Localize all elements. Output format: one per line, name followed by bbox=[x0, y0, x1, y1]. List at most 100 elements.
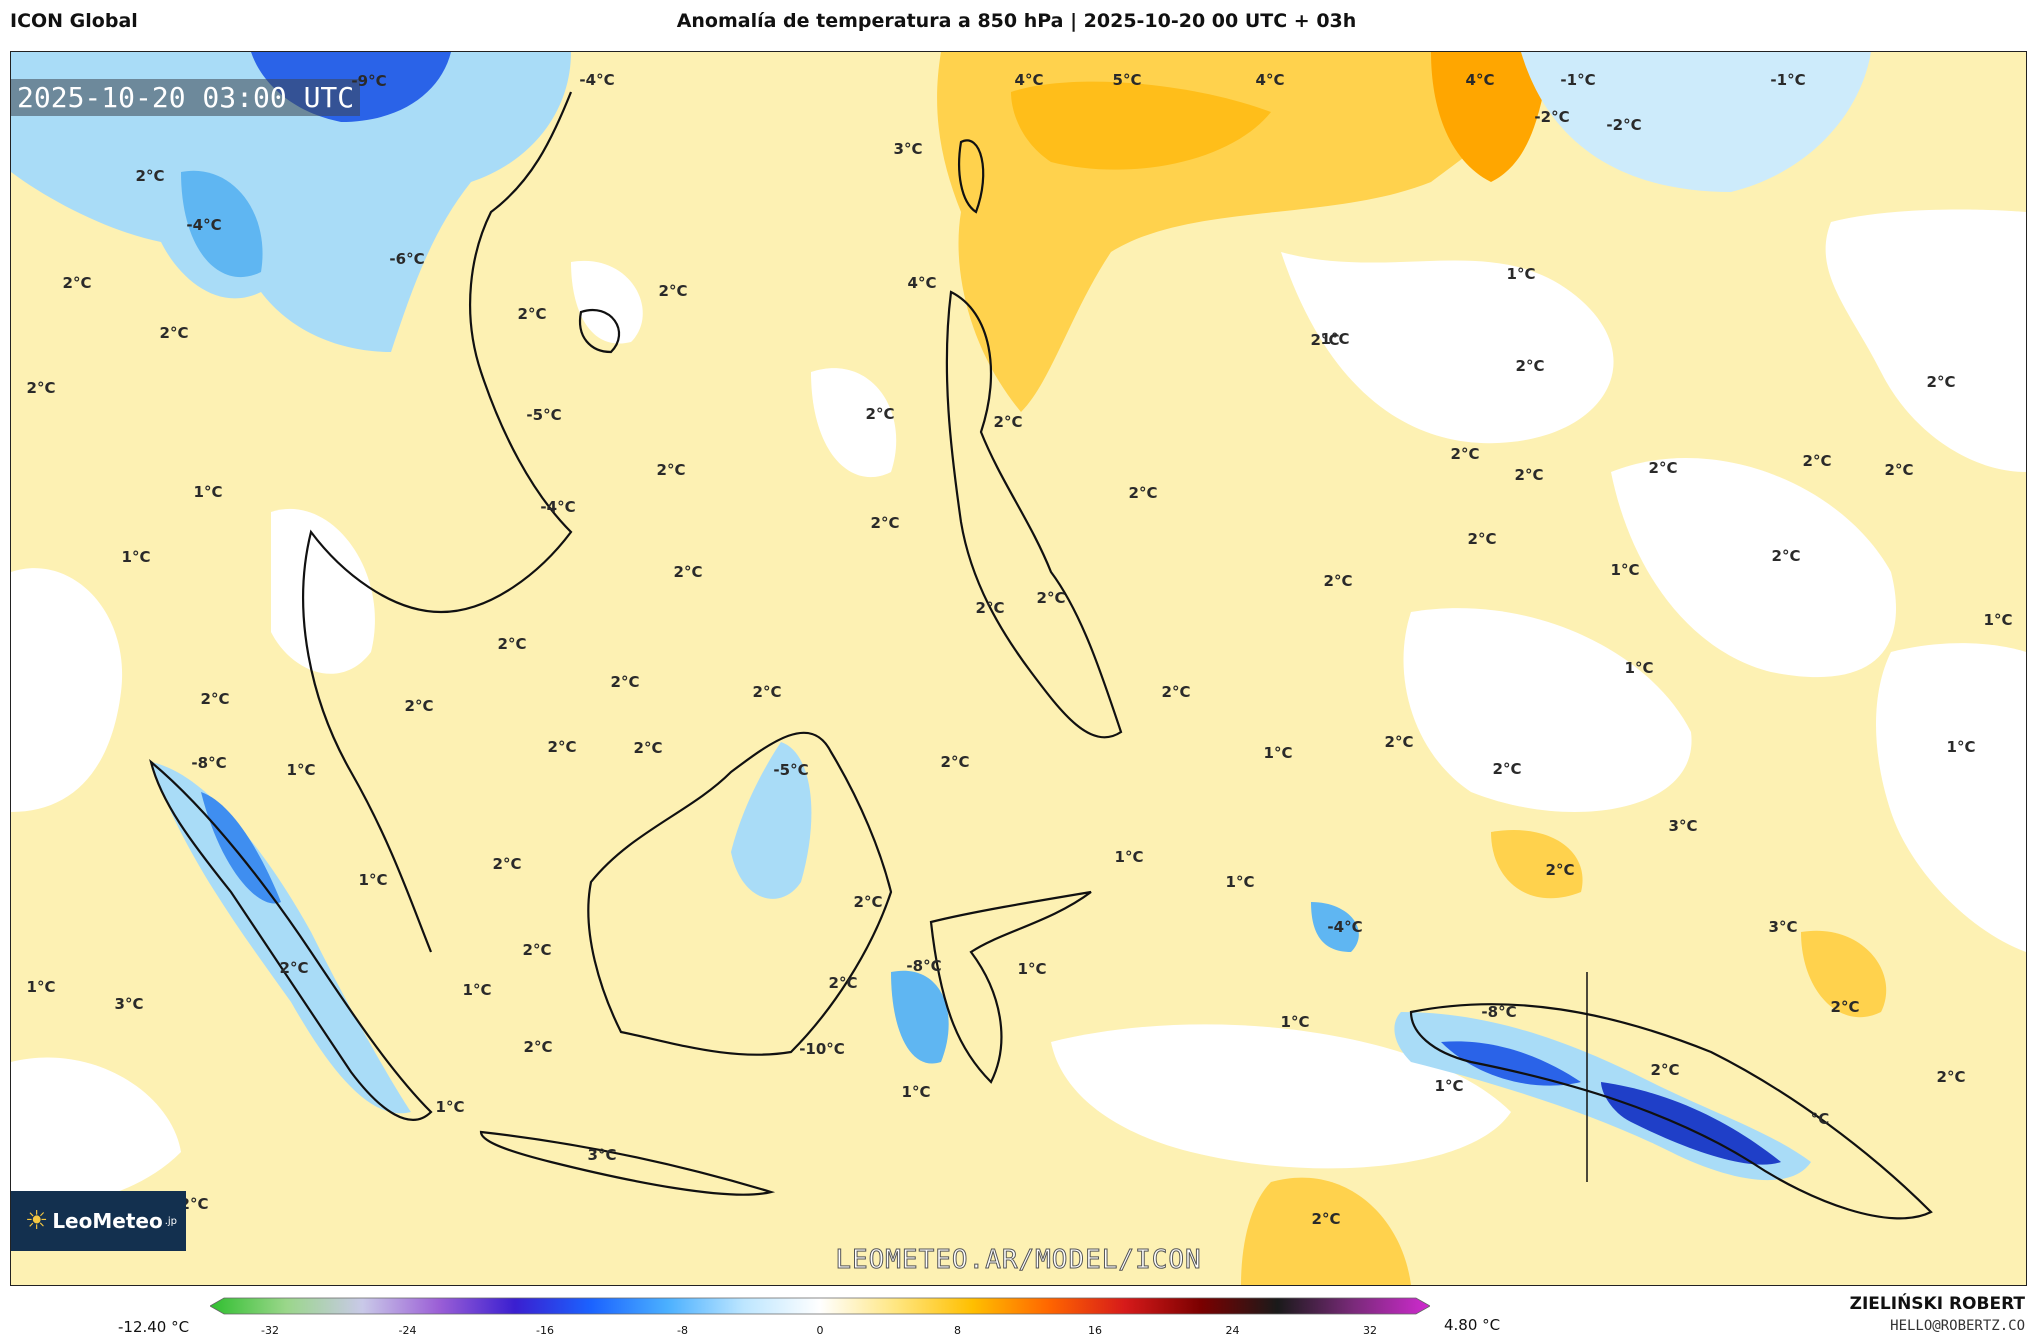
model-name: ICON Global bbox=[10, 10, 138, 32]
contour-label: 1°C bbox=[462, 981, 492, 999]
warm-zone bbox=[1241, 1177, 1411, 1285]
contour-label: 1°C bbox=[1610, 561, 1640, 579]
contour-label: 2°C bbox=[62, 274, 92, 292]
contour-label: 2°C bbox=[159, 324, 189, 342]
contour-label: -4°C bbox=[186, 216, 222, 234]
contour-label: 1°C bbox=[1114, 848, 1144, 866]
colorbar-tick-label: -32 bbox=[261, 1324, 279, 1337]
coastline-sulawesi bbox=[929, 890, 1092, 1084]
contour-label: -1°C bbox=[1770, 71, 1806, 89]
contour-label: 2°C bbox=[1036, 589, 1066, 607]
contour-label: -8°C bbox=[191, 754, 227, 772]
contour-label: 2°C bbox=[1545, 861, 1575, 879]
contour-label: -6°C bbox=[389, 250, 425, 268]
cold-zone bbox=[1521, 52, 1871, 192]
contour-label: 1°C bbox=[26, 978, 56, 996]
contour-label: 1°C bbox=[1263, 744, 1293, 762]
colorbar-tick-label: -8 bbox=[677, 1324, 688, 1337]
contour-label: 2°C bbox=[865, 405, 895, 423]
contour-label: 2°C bbox=[870, 514, 900, 532]
warm-zone bbox=[1011, 81, 1271, 170]
contour-label: 2°C bbox=[656, 461, 686, 479]
sun-icon: ☀ bbox=[25, 1206, 49, 1236]
contour-label: 2°C bbox=[1467, 530, 1497, 548]
leometeo-logo: ☀ LeoMeteo .jp bbox=[11, 1191, 186, 1251]
neutral-zone bbox=[11, 1057, 181, 1206]
map-field bbox=[11, 52, 2026, 1285]
chart-title: Anomalía de temperatura a 850 hPa | 2025… bbox=[676, 10, 1357, 32]
colorbar-min-label: -12.40 °C bbox=[118, 1318, 190, 1336]
contour-label: 3°C bbox=[114, 995, 144, 1013]
author-email: HELLO@ROBERTZ.CO bbox=[1890, 1318, 2025, 1334]
logo-brand: LeoMeteo bbox=[52, 1209, 163, 1233]
colorbar-max-label: 4.80 °C bbox=[1444, 1316, 1501, 1334]
contour-label: 2°C bbox=[1384, 733, 1414, 751]
contour-label: 1°C bbox=[435, 1098, 465, 1116]
contour-label: 2°C bbox=[1648, 459, 1678, 477]
contour-label: 2°C bbox=[1161, 683, 1191, 701]
contour-label: °C bbox=[1810, 1110, 1830, 1128]
neutral-zone bbox=[1876, 643, 2026, 952]
contour-label: -9°C bbox=[351, 72, 387, 90]
contour-label: 2°C bbox=[1310, 331, 1340, 349]
contour-label: 1°C bbox=[1624, 659, 1654, 677]
contour-label: -4°C bbox=[1327, 918, 1363, 936]
colorbar-tick-label: 24 bbox=[1225, 1324, 1240, 1337]
cold-zone bbox=[1601, 1082, 1781, 1165]
cold-zone bbox=[181, 170, 263, 278]
contour-label: 2°C bbox=[492, 855, 522, 873]
contour-label: 1°C bbox=[1225, 873, 1255, 891]
neutral-zone bbox=[1051, 1024, 1511, 1169]
contour-label: -4°C bbox=[579, 71, 615, 89]
coastline-borneo bbox=[587, 731, 893, 1056]
contour-label: 4°C bbox=[1255, 71, 1285, 89]
contour-label: -5°C bbox=[773, 761, 809, 779]
contour-label: 2°C bbox=[1936, 1068, 1966, 1086]
contour-label: 2°C bbox=[1450, 445, 1480, 463]
contour-label: -8°C bbox=[906, 957, 942, 975]
contour-label: 2°C bbox=[1926, 373, 1956, 391]
contour-label: 1°C bbox=[901, 1083, 931, 1101]
contour-label: 1°C bbox=[358, 871, 388, 889]
logo-suffix: .jp bbox=[164, 1215, 178, 1227]
contour-label: 3°C bbox=[587, 1146, 617, 1164]
contour-label: -8°C bbox=[1481, 1003, 1517, 1021]
contour-label: 2°C bbox=[26, 379, 56, 397]
coastline-philippines bbox=[945, 290, 1123, 739]
coastline-java bbox=[479, 1130, 776, 1196]
contour-label: 2°C bbox=[1802, 452, 1832, 470]
watermark-url: LEOMETEO.AR/MODEL/ICON bbox=[835, 1245, 1202, 1276]
contour-label: 2°C bbox=[523, 1038, 553, 1056]
contour-label: 2°C bbox=[975, 599, 1005, 617]
contour-label: -10°C bbox=[799, 1040, 845, 1058]
contour-label: 2°C bbox=[200, 690, 230, 708]
contour-label: 2°C bbox=[1514, 466, 1544, 484]
contour-label: 2°C bbox=[633, 739, 663, 757]
contour-label: 2°C bbox=[1492, 760, 1522, 778]
contour-label: 2°C bbox=[517, 305, 547, 323]
contour-label: 2°C bbox=[1128, 484, 1158, 502]
contour-label: 2°C bbox=[179, 1195, 209, 1213]
contour-label: 5°C bbox=[1112, 71, 1142, 89]
contour-label: 2°C bbox=[940, 753, 970, 771]
colorbar-tick-label: 32 bbox=[1363, 1324, 1377, 1337]
contour-label: 2°C bbox=[404, 697, 434, 715]
colorbar-gradient bbox=[210, 1297, 1430, 1315]
contour-label: 2°C bbox=[853, 893, 883, 911]
contour-label: 2°C bbox=[752, 683, 782, 701]
contour-label: 1°C bbox=[1017, 960, 1047, 978]
contour-label: 4°C bbox=[1465, 71, 1495, 89]
author-name: ZIELIŃSKI ROBERT bbox=[1849, 1294, 2025, 1314]
coastline-indochina bbox=[302, 91, 573, 953]
anomaly-map[interactable]: 2025-10-20 03:00 UTC -9°C -4°C 4°C 5°C 4… bbox=[10, 51, 2027, 1286]
colorbar-tick-label: -24 bbox=[398, 1324, 417, 1337]
contour-label: 1°C bbox=[286, 761, 316, 779]
contour-label: 2°C bbox=[547, 738, 577, 756]
neutral-zone bbox=[1611, 458, 1896, 678]
contour-label: -2°C bbox=[1606, 116, 1642, 134]
contour-label: 1°C bbox=[1946, 738, 1976, 756]
contour-label: 1°C bbox=[1434, 1077, 1464, 1095]
contour-label: 1°C bbox=[1983, 611, 2013, 629]
colorbar: -12.40 °C -32 -24 -16 -8 0 8 16 24 32 4.80 °C bbox=[0, 1292, 2033, 1339]
contour-label: 2°C bbox=[673, 563, 703, 581]
